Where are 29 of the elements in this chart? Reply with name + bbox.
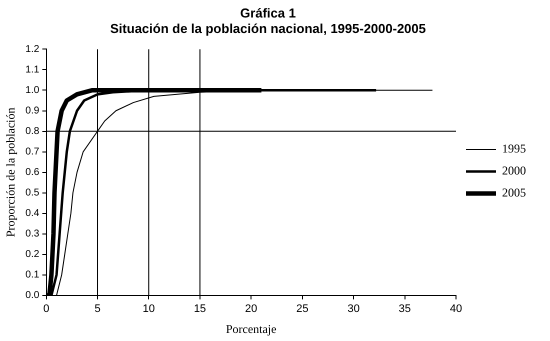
y-tick-label: 0.3	[25, 228, 40, 240]
x-tick-label: 25	[296, 303, 308, 316]
x-tick-label: 10	[142, 303, 155, 316]
y-tick-label: 0.8	[25, 126, 40, 138]
legend-label: 2005	[502, 186, 526, 200]
legend-label: 2000	[502, 164, 526, 178]
y-tick-label: 0.1	[25, 270, 40, 281]
chart-title: Gráfica 1	[240, 5, 296, 20]
x-tick-label: 30	[347, 303, 360, 316]
y-tick-label: 0.5	[25, 188, 40, 199]
x-tick-label: 20	[245, 303, 258, 316]
x-tick-label: 0	[43, 303, 50, 316]
y-axis-title: Proporción de la población	[3, 107, 18, 238]
x-tick-label: 15	[194, 303, 206, 316]
y-tick-label: 0.7	[25, 146, 40, 158]
y-tick-label: 0.0	[25, 290, 40, 302]
y-tick-label: 0.9	[25, 106, 40, 116]
chart-subtitle: Situación de la población nacional, 1995-2000-2005	[110, 20, 426, 36]
y-tick-label: 0.6	[25, 167, 40, 178]
y-tick-label: 1.2	[25, 44, 40, 55]
y-tick-label: 1.1	[25, 64, 40, 76]
y-tick-label: 0.2	[25, 249, 40, 260]
y-tick-label: 1.0	[25, 84, 40, 96]
x-axis-title: Porcentaje	[226, 322, 276, 336]
legend-label: 1995	[502, 142, 526, 156]
y-tick-label: 0.4	[25, 208, 40, 220]
x-tick-label: 35	[398, 303, 411, 316]
x-tick-label: 40	[450, 303, 462, 316]
x-tick-label: 5	[94, 303, 101, 316]
